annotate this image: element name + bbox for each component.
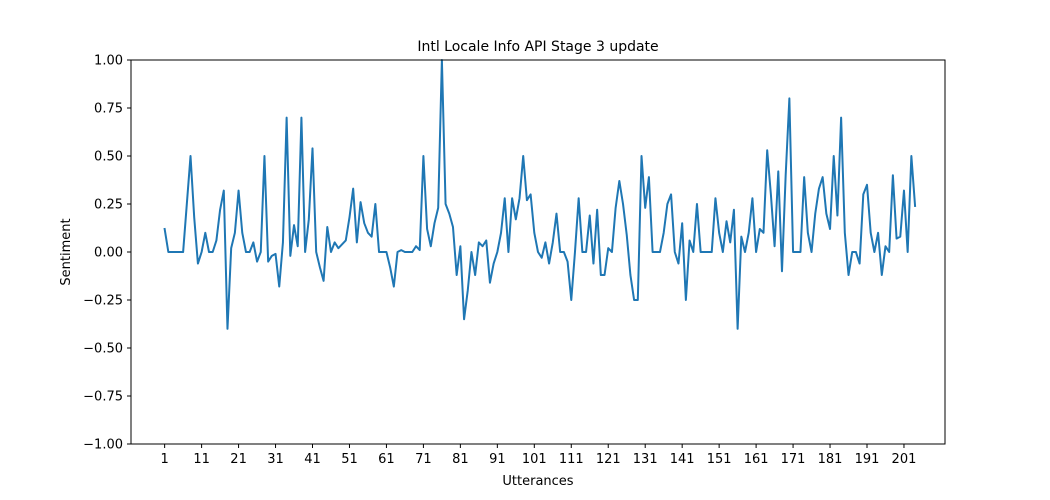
- x-tick-label: 111: [559, 452, 584, 467]
- series-line-sentiment: [163, 59, 917, 330]
- y-tick-label: −0.50: [83, 342, 123, 357]
- x-tick-label: 201: [892, 452, 917, 467]
- chart-title: Intl Locale Info API Stage 3 update: [417, 39, 658, 55]
- x-tick-label: 91: [489, 452, 506, 467]
- x-tick-label: 21: [230, 452, 247, 467]
- y-tick-label: −1.00: [83, 438, 123, 453]
- x-axis: 1 11 21 31 41 51 61 71 81 91 101 111 121 131 141 151 161…: [160, 444, 916, 467]
- x-tick-label: 161: [744, 452, 769, 467]
- x-tick-label: 171: [781, 452, 806, 467]
- x-tick-label: 61: [378, 452, 395, 467]
- plot-frame: [130, 59, 946, 445]
- x-tick-label: 41: [304, 452, 321, 467]
- y-tick-label: 1.00: [94, 54, 123, 69]
- x-tick-label: 1: [160, 452, 168, 467]
- y-tick-label: 0.50: [94, 150, 123, 165]
- y-tick-label: 0.75: [94, 102, 123, 117]
- x-tick-label: 151: [707, 452, 732, 467]
- x-tick-label: 131: [633, 452, 658, 467]
- x-tick-label: 51: [341, 452, 358, 467]
- x-tick-label: 181: [818, 452, 843, 467]
- y-axis: −1.00 −0.75 −0.50 −0.25 0.00 0.25 0.50 0.75 1.00: [83, 54, 131, 453]
- y-tick-label: 0.00: [94, 246, 123, 261]
- x-tick-label: 71: [415, 452, 432, 467]
- x-tick-label: 11: [193, 452, 210, 467]
- y-tick-label: 0.25: [94, 198, 123, 213]
- y-tick-label: −0.75: [83, 390, 123, 405]
- y-axis-label: Sentiment: [59, 218, 74, 285]
- x-tick-label: 81: [452, 452, 469, 467]
- x-tick-label: 121: [596, 452, 621, 467]
- x-tick-label: 141: [670, 452, 695, 467]
- x-tick-label: 31: [267, 452, 284, 467]
- y-tick-label: −0.25: [83, 294, 123, 309]
- x-tick-label: 191: [855, 452, 880, 467]
- x-axis-label: Utterances: [502, 474, 573, 489]
- x-tick-label: 101: [522, 452, 547, 467]
